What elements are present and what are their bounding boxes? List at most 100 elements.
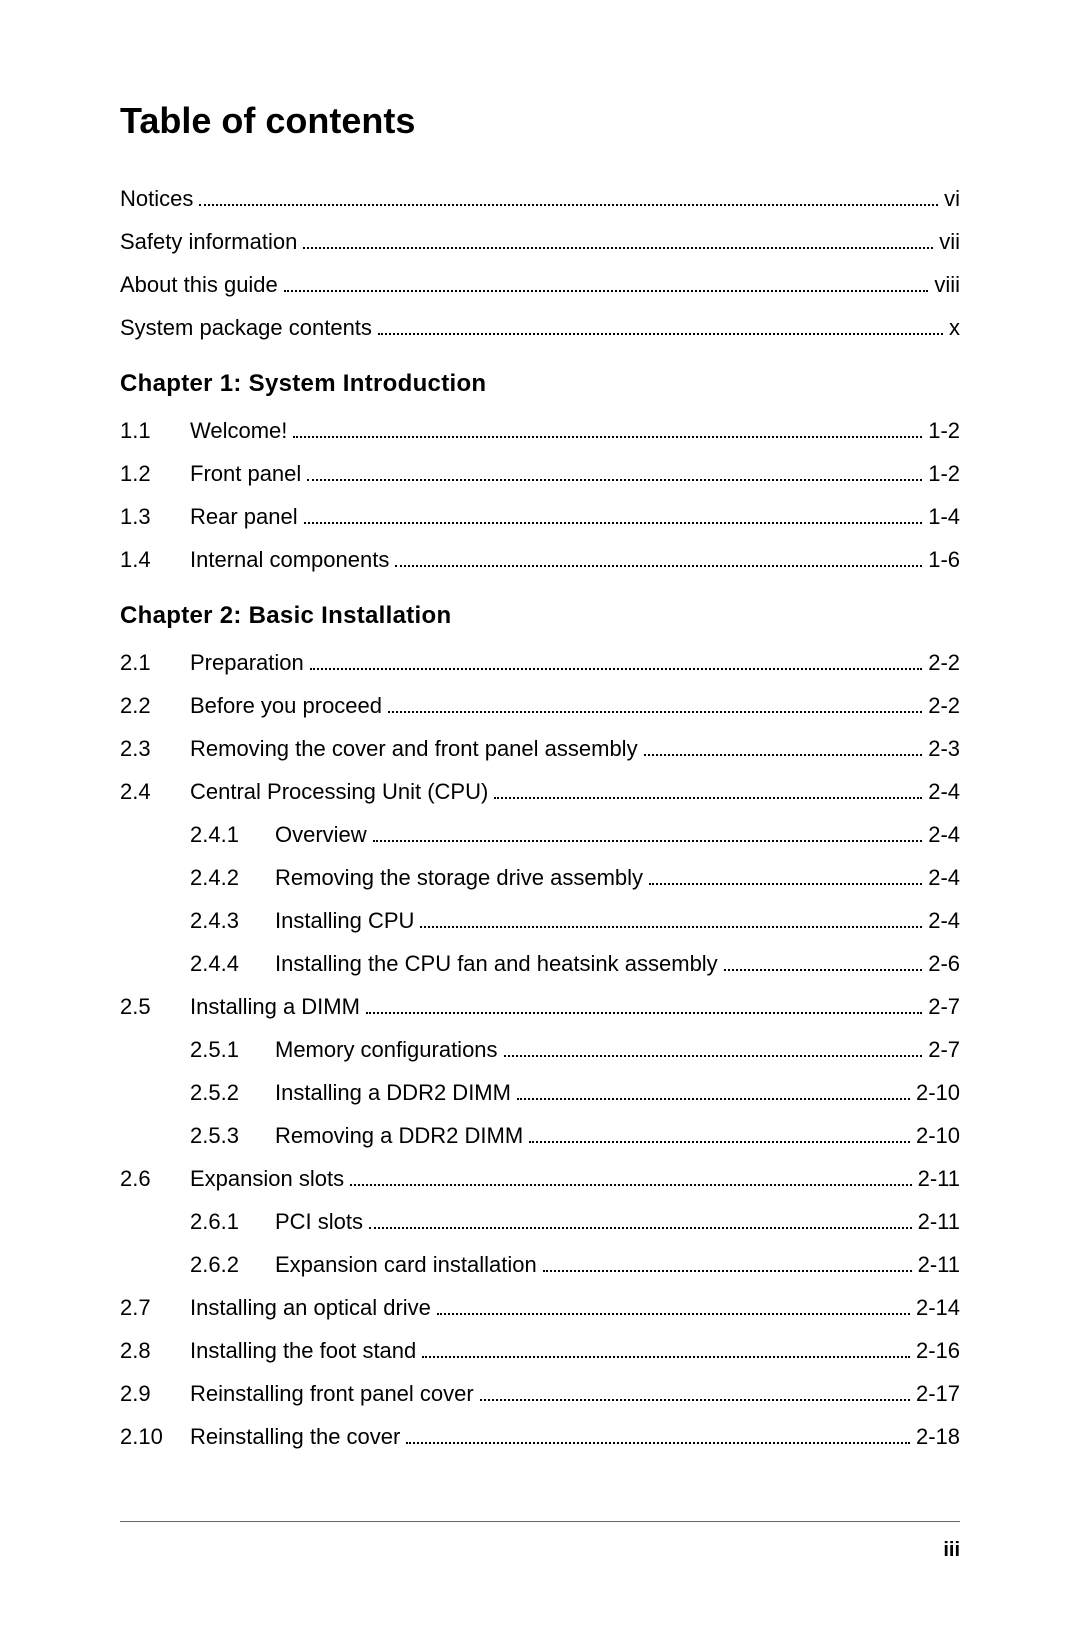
toc-subsection-row: 2.5.2Installing a DDR2 DIMM2-10 <box>190 1076 960 1109</box>
toc-num: 2.5 <box>120 990 190 1023</box>
chapter-heading: Chapter 1: System Introduction <box>120 366 960 402</box>
toc-section-row: 1.3Rear panel1-4 <box>120 500 960 533</box>
toc-page: 1-6 <box>928 543 960 576</box>
toc-section-row: 2.4Central Processing Unit (CPU)2-4 <box>120 775 960 808</box>
toc-label: Installing the CPU fan and heatsink asse… <box>275 947 718 980</box>
toc-num: 2.4.1 <box>190 818 275 851</box>
toc-page: 2-4 <box>928 818 960 851</box>
toc-page: 2-11 <box>918 1205 960 1238</box>
toc-subsection-row: 2.6.1PCI slots2-11 <box>190 1205 960 1238</box>
footer-rule <box>120 1521 960 1522</box>
toc-label: System package contents <box>120 311 372 344</box>
toc-label: Installing an optical drive <box>190 1291 431 1324</box>
toc-page: 1-4 <box>928 500 960 533</box>
toc-label: Safety information <box>120 225 297 258</box>
toc-section-row: 2.2Before you proceed2-2 <box>120 689 960 722</box>
toc-page: 2-14 <box>916 1291 960 1324</box>
toc-section-row: 1.4Internal components 1-6 <box>120 543 960 576</box>
toc-page: 2-18 <box>916 1420 960 1453</box>
toc-label: Welcome! <box>190 414 287 447</box>
toc-page: vii <box>939 225 960 258</box>
toc-label: Central Processing Unit (CPU) <box>190 775 488 808</box>
toc-leader-dots <box>504 1055 923 1057</box>
toc-num: 2.10 <box>120 1420 190 1453</box>
toc-leader-dots <box>649 883 922 885</box>
toc-page: 2-7 <box>928 1033 960 1066</box>
toc-page: 2-7 <box>928 990 960 1023</box>
toc-front-matter-row: System package contents x <box>120 311 960 344</box>
toc-page: x <box>949 311 960 344</box>
toc-label: Expansion card installation <box>275 1248 537 1281</box>
toc-section-row: 2.5Installing a DIMM 2-7 <box>120 990 960 1023</box>
page-root: Table of contents NoticesviSafety inform… <box>0 0 1080 1627</box>
toc-leader-dots <box>529 1141 910 1143</box>
toc-page: 2-16 <box>916 1334 960 1367</box>
toc-leader-dots <box>303 247 933 249</box>
toc-num: 2.7 <box>120 1291 190 1324</box>
toc-num: 2.6.2 <box>190 1248 275 1281</box>
toc-label: Before you proceed <box>190 689 382 722</box>
toc-subsection-row: 2.4.3Installing CPU2-4 <box>190 904 960 937</box>
toc-leader-dots <box>293 436 922 438</box>
toc-leader-dots <box>480 1399 910 1401</box>
toc-leader-dots <box>422 1356 910 1358</box>
toc-label: Memory configurations <box>275 1033 498 1066</box>
toc-label: Internal components <box>190 543 389 576</box>
toc-subsection-row: 2.4.4Installing the CPU fan and heatsink… <box>190 947 960 980</box>
toc-page: 2-10 <box>916 1119 960 1152</box>
toc-label: Removing the storage drive assembly <box>275 861 643 894</box>
toc-subsection-row: 2.6.2Expansion card installation 2-11 <box>190 1248 960 1281</box>
table-of-contents: Notices vi Safety information vii About this… <box>120 182 960 1453</box>
toc-label: Reinstalling front panel cover <box>190 1377 474 1410</box>
toc-section-row: 2.9Reinstalling front panel cover 2-17 <box>120 1377 960 1410</box>
toc-label: Removing the cover and front panel assem… <box>190 732 638 765</box>
toc-leader-dots <box>724 969 923 971</box>
toc-label: Removing a DDR2 DIMM <box>275 1119 523 1152</box>
toc-leader-dots <box>369 1227 912 1229</box>
toc-label: Expansion slots <box>190 1162 344 1195</box>
toc-front-matter-row: Notices vi <box>120 182 960 215</box>
toc-label: Installing a DDR2 DIMM <box>275 1076 511 1109</box>
toc-page: 2-2 <box>928 689 960 722</box>
toc-label: Overview <box>275 818 367 851</box>
toc-subsection-row: 2.4.1Overview 2-4 <box>190 818 960 851</box>
toc-page: 2-4 <box>928 861 960 894</box>
chapter-heading: Chapter 2: Basic Installation <box>120 598 960 634</box>
toc-front-matter-row: About this guideviii <box>120 268 960 301</box>
toc-section-row: 1.1Welcome!1-2 <box>120 414 960 447</box>
toc-label: About this guide <box>120 268 278 301</box>
toc-label: PCI slots <box>275 1205 363 1238</box>
toc-leader-dots <box>373 840 923 842</box>
toc-leader-dots <box>388 711 922 713</box>
toc-subsection-row: 2.5.1Memory configurations2-7 <box>190 1033 960 1066</box>
toc-num: 2.8 <box>120 1334 190 1367</box>
toc-section-row: 2.3Removing the cover and front panel as… <box>120 732 960 765</box>
toc-num: 2.6 <box>120 1162 190 1195</box>
toc-leader-dots <box>644 754 923 756</box>
toc-num: 2.3 <box>120 732 190 765</box>
toc-label: Installing a DIMM <box>190 990 360 1023</box>
toc-leader-dots <box>378 333 943 335</box>
toc-leader-dots <box>420 926 922 928</box>
toc-page: 2-3 <box>928 732 960 765</box>
toc-num: 2.5.3 <box>190 1119 275 1152</box>
toc-page: 2-11 <box>918 1248 960 1281</box>
toc-leader-dots <box>199 204 938 206</box>
toc-section-row: 2.10Reinstalling the cover2-18 <box>120 1420 960 1453</box>
toc-page: vi <box>944 182 960 215</box>
toc-leader-dots <box>494 797 922 799</box>
toc-label: Rear panel <box>190 500 298 533</box>
toc-num: 1.4 <box>120 543 190 576</box>
toc-leader-dots <box>366 1012 922 1014</box>
toc-leader-dots <box>395 565 922 567</box>
toc-num: 2.9 <box>120 1377 190 1410</box>
toc-subsection-row: 2.5.3Removing a DDR2 DIMM 2-10 <box>190 1119 960 1152</box>
toc-leader-dots <box>543 1270 912 1272</box>
toc-leader-dots <box>304 522 923 524</box>
toc-num: 2.4.3 <box>190 904 275 937</box>
toc-num: 1.2 <box>120 457 190 490</box>
toc-section-row: 2.8Installing the foot stand2-16 <box>120 1334 960 1367</box>
toc-label: Notices <box>120 182 193 215</box>
toc-section-row: 2.6Expansion slots2-11 <box>120 1162 960 1195</box>
toc-page: 2-17 <box>916 1377 960 1410</box>
